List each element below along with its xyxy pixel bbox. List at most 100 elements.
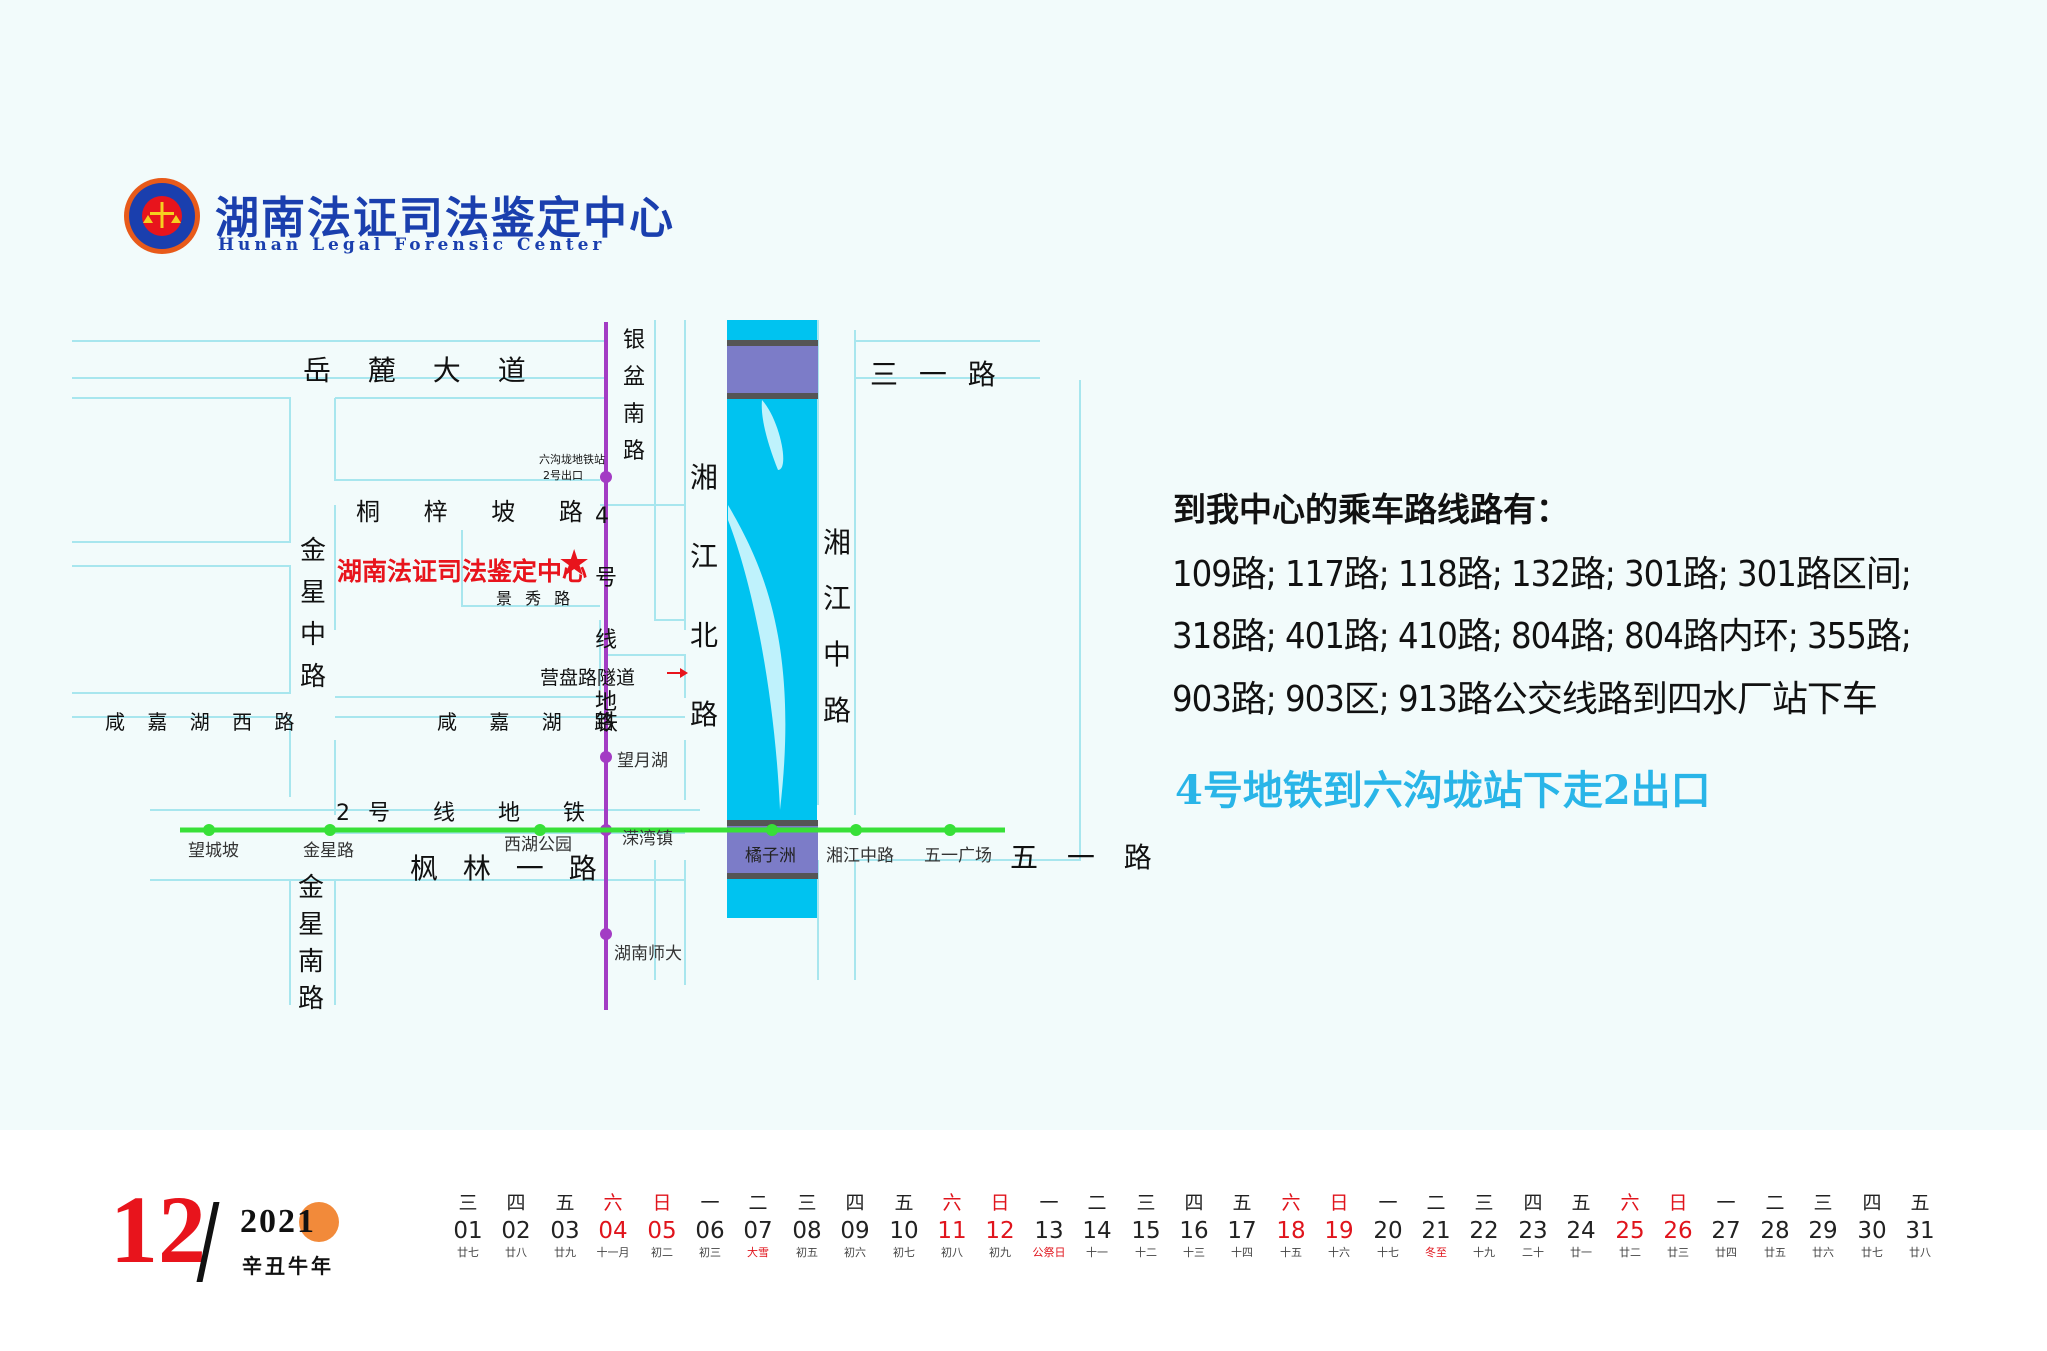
calendar-weekday: 三 [1474, 1192, 1494, 1214]
calendar-lunar: 初二 [651, 1246, 673, 1259]
calendar-date: 27 [1711, 1218, 1741, 1244]
calendar-day: 二 28 廿五 [1751, 1190, 1799, 1260]
calendar-lunar: 十六 [1328, 1246, 1350, 1259]
calendar-weekday: 四 [1523, 1192, 1543, 1214]
calendar-date: 04 [598, 1218, 628, 1244]
metro-line4-label-a: 4号线地 [595, 504, 618, 715]
calendar-weekday: 日 [1668, 1192, 1688, 1214]
calendar-weekday: 五 [894, 1192, 914, 1214]
calendar-day: 日 26 廿三 [1654, 1190, 1702, 1260]
road-jinxing-nan: 金星南路 [298, 873, 325, 1014]
calendar-date: 29 [1808, 1218, 1838, 1244]
calendar-strip: 12 2021 辛丑牛年 三 01 廿七四 02 廿八五 03 廿九六 04 十一月日 05 初二一… [0, 1130, 2047, 1351]
road-xianjia: 咸 嘉 湖 路 [437, 710, 628, 734]
calendar-lunar: 二十 [1522, 1246, 1544, 1259]
calendar-date: 13 [1034, 1218, 1064, 1244]
calendar-lunar: 廿三 [1667, 1246, 1689, 1259]
metro-line4-label-b: 铁 [596, 711, 619, 736]
calendar-lunar: 十九 [1473, 1246, 1495, 1259]
calendar-weekday: 四 [845, 1192, 865, 1214]
calendar-weekday: 日 [990, 1192, 1010, 1214]
calendar-lunar: 廿八 [1909, 1246, 1931, 1259]
calendar-lunar: 廿五 [1764, 1246, 1786, 1259]
calendar-lunar: 初八 [941, 1246, 963, 1259]
calendar-lunar: 十三 [1183, 1246, 1205, 1259]
calendar-weekday: 五 [1910, 1192, 1930, 1214]
year-badge-dot [299, 1202, 339, 1242]
calendar-lunar: 十七 [1377, 1246, 1399, 1259]
center-label: 湖南法证司法鉴定中心 [337, 557, 588, 586]
calendar-date: 15 [1131, 1218, 1161, 1244]
calendar-day: 一 27 廿四 [1702, 1190, 1750, 1260]
calendar-lunar: 廿二 [1619, 1246, 1641, 1259]
calendar-date: 01 [453, 1218, 483, 1244]
calendar-lunar: 廿七 [1861, 1246, 1883, 1259]
calendar-date: 18 [1276, 1218, 1306, 1244]
calendar-day: 六 11 初八 [928, 1190, 976, 1260]
calendar-date: 20 [1373, 1218, 1403, 1244]
calendar-date: 21 [1421, 1218, 1451, 1244]
calendar-day: 三 15 十二 [1122, 1190, 1170, 1260]
road-xiangjiang-bei: 湘江北路 [690, 461, 719, 731]
calendar-lunar: 十一 [1086, 1246, 1108, 1259]
calendar-lunar: 廿四 [1715, 1246, 1737, 1259]
calendar-day: 日 05 初二 [638, 1190, 686, 1260]
road-yingpan-tunnel: 营盘路隧道 [540, 667, 636, 689]
calendar-weekday: 二 [1087, 1192, 1107, 1214]
calendar-day: 五 24 廿一 [1557, 1190, 1605, 1260]
calendar-lunar: 初六 [844, 1246, 866, 1259]
calendar-lunar: 十四 [1231, 1246, 1253, 1259]
calendar-day: 四 30 廿七 [1848, 1190, 1896, 1260]
calendar-date: 06 [695, 1218, 725, 1244]
calendar-day: 四 02 廿八 [492, 1190, 540, 1260]
road-yinpen: 银盆南路 [623, 328, 646, 464]
calendar-weekday: 二 [1765, 1192, 1785, 1214]
calendar-day: 三 01 廿七 [444, 1190, 492, 1260]
station-xiangjiangzhonglu: 湘江中路 [826, 846, 894, 866]
routes-line-2: 318路; 401路; 410路; 804路; 804路内环; 355路; [1172, 616, 1912, 657]
calendar-days: 三 01 廿七 四 02 廿八 五 03 廿九 六 04 十一月 日 05 初二 一 06 初三 二 07 大雪 三 08 初… [444, 1190, 1944, 1270]
calendar-date: 11 [937, 1218, 967, 1244]
road-tongzipo: 桐 梓 坡 路 [356, 498, 601, 526]
bridge-top [727, 340, 818, 398]
calendar-weekday: 二 [1426, 1192, 1446, 1214]
calendar-date: 07 [743, 1218, 773, 1244]
calendar-date: 14 [1082, 1218, 1112, 1244]
calendar-date: 26 [1663, 1218, 1693, 1244]
calendar-weekday: 五 [1571, 1192, 1591, 1214]
calendar-date: 09 [840, 1218, 870, 1244]
calendar-lunar: 初三 [699, 1246, 721, 1259]
calendar-day: 六 04 十一月 [589, 1190, 637, 1260]
station-xihu: 西湖公园 [504, 835, 572, 855]
calendar-weekday: 一 [700, 1192, 720, 1214]
station-liugoulong: 六沟垅地铁站 [539, 453, 605, 466]
road-fenglin: 枫 林 一 路 [410, 852, 605, 885]
road-yuelu: 岳 麓 大 道 [303, 354, 540, 387]
calendar-date: 05 [647, 1218, 677, 1244]
road-sanyi: 三 一 路 [870, 358, 1002, 391]
calendar-lunar: 廿八 [505, 1246, 527, 1259]
calendar-date: 31 [1905, 1218, 1935, 1244]
calendar-weekday: 五 [1232, 1192, 1252, 1214]
calendar-weekday: 三 [797, 1192, 817, 1214]
calendar-weekday: 三 [1813, 1192, 1833, 1214]
calendar-day: 三 08 初五 [783, 1190, 831, 1260]
calendar-lunar: 廿一 [1570, 1246, 1592, 1259]
calendar-lunar: 公祭日 [1032, 1246, 1066, 1259]
road-jinxing-zhong: 金星中路 [300, 536, 327, 692]
calendar-lunar: 大雪 [747, 1246, 769, 1259]
org-name-en: Hunan Legal Forensic Center [218, 235, 606, 255]
metro-note: 4号地铁到六沟垅站下走2出口 [1175, 767, 1711, 814]
calendar-date: 08 [792, 1218, 822, 1244]
station-wuyiguangchang: 五一广场 [924, 846, 992, 866]
calendar-weekday: 四 [506, 1192, 526, 1214]
calendar-date: 02 [501, 1218, 531, 1244]
calendar-day: 一 20 十七 [1364, 1190, 1412, 1260]
calendar-weekday: 三 [1136, 1192, 1156, 1214]
routes-line-1: 109路; 117路; 118路; 132路; 301路; 301路区间; [1172, 554, 1912, 595]
calendar-day: 三 22 十九 [1460, 1190, 1508, 1260]
calendar-date: 22 [1469, 1218, 1499, 1244]
road-xiangjiang-zhong: 湘江中路 [823, 526, 852, 727]
calendar-day: 四 23 二十 [1509, 1190, 1557, 1260]
calendar-lunar: 十五 [1280, 1246, 1302, 1259]
